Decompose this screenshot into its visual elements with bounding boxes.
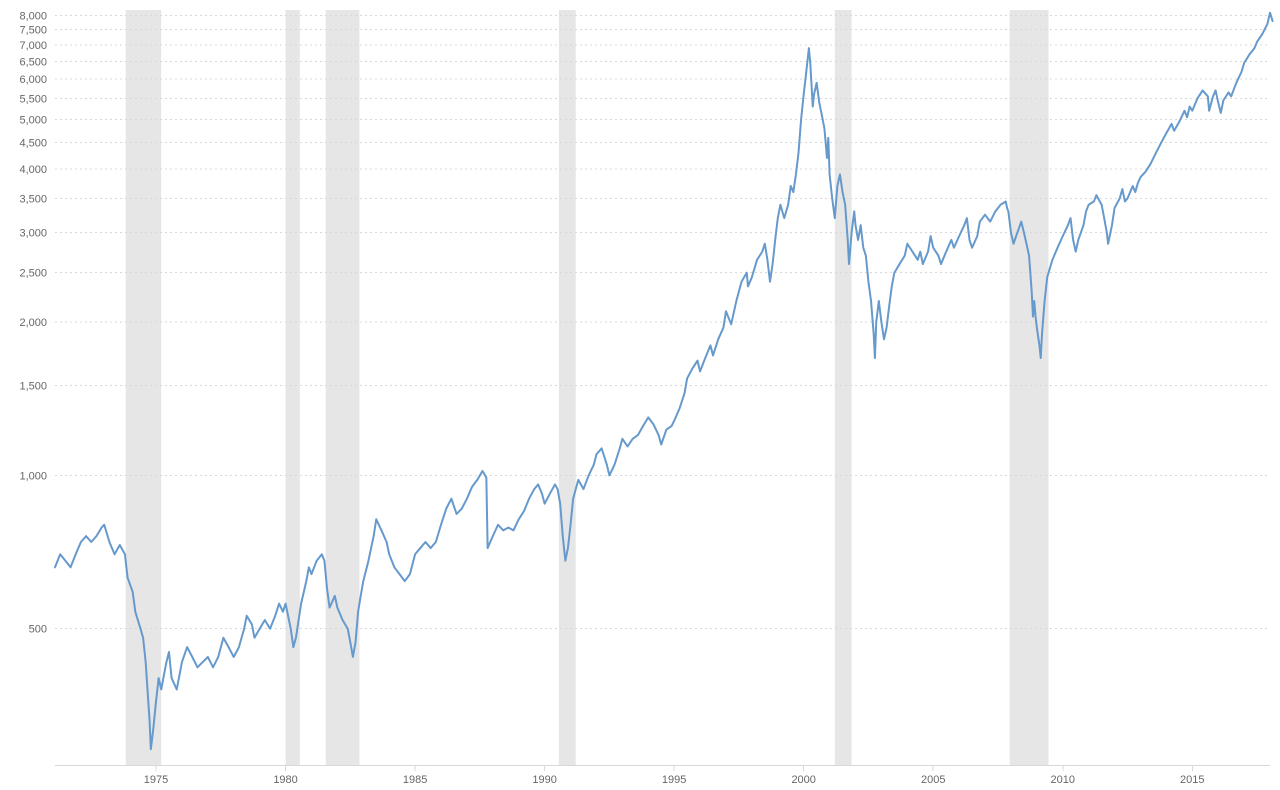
line-chart: 500 1,000 1,500 2,000 2,500 3,000 3,500 4,000 4,… — [0, 0, 1280, 790]
y-tick-label: 2,500 — [19, 268, 47, 280]
y-tick-label: 6,500 — [19, 56, 47, 68]
x-tick-label: 1995 — [662, 774, 686, 786]
y-tick-label: 4,500 — [19, 138, 47, 150]
y-tick-label: 6,000 — [19, 74, 47, 86]
y-tick-label: 5,500 — [19, 93, 47, 105]
y-tick-label: 1,500 — [19, 381, 47, 393]
recession-band — [835, 10, 852, 765]
recession-band — [1010, 10, 1049, 765]
x-tick-label: 2005 — [921, 774, 945, 786]
x-tick-label: 1985 — [403, 774, 427, 786]
y-tick-label: 5,000 — [19, 114, 47, 126]
x-tick-label: 2015 — [1180, 774, 1204, 786]
x-tick-label: 1975 — [144, 774, 168, 786]
x-tick-label: 2000 — [791, 774, 815, 786]
y-tick-label: 7,500 — [19, 25, 47, 37]
recession-band — [126, 10, 161, 765]
x-tick-label: 1990 — [532, 774, 556, 786]
y-tick-label: 3,500 — [19, 193, 47, 205]
y-tick-label: 1,000 — [19, 470, 47, 482]
recession-band — [559, 10, 576, 765]
y-tick-label: 3,000 — [19, 227, 47, 239]
y-tick-label: 7,000 — [19, 40, 47, 52]
x-tick-label: 2010 — [1051, 774, 1075, 786]
y-tick-label: 4,000 — [19, 164, 47, 176]
y-tick-label: 2,000 — [19, 317, 47, 329]
x-tick-label: 1980 — [273, 774, 297, 786]
y-tick-label: 8,000 — [19, 10, 47, 22]
y-tick-label: 500 — [29, 624, 47, 636]
recession-band — [286, 10, 300, 765]
